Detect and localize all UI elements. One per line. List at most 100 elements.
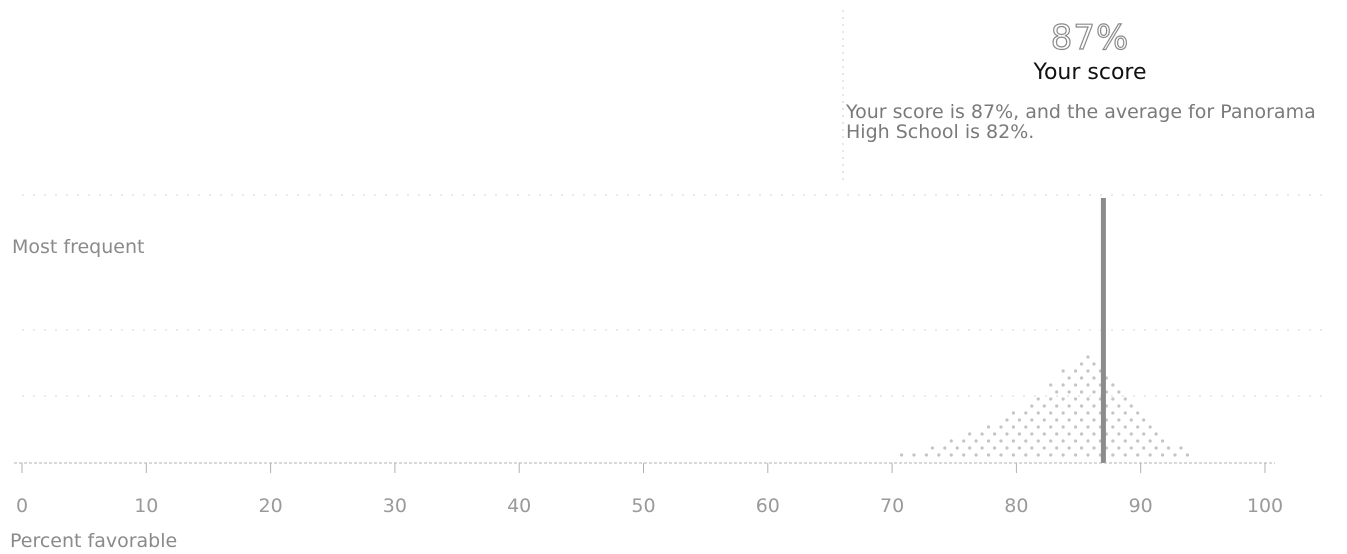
distribution-dot bbox=[1036, 411, 1040, 415]
distribution-dot bbox=[1049, 411, 1053, 415]
distribution-dot bbox=[1086, 453, 1090, 457]
distribution-dot bbox=[1024, 411, 1028, 415]
distribution-dot bbox=[1079, 432, 1084, 436]
distribution-dot bbox=[1086, 397, 1090, 401]
distribution-dot bbox=[1111, 439, 1115, 443]
distribution-dot bbox=[1117, 390, 1121, 394]
distribution-dot bbox=[1017, 446, 1022, 450]
distribution-dot bbox=[1055, 432, 1059, 436]
distribution-dot bbox=[999, 439, 1003, 443]
distribution-dot bbox=[1049, 397, 1053, 401]
distribution-dot bbox=[1061, 383, 1065, 387]
distribution-dot bbox=[1067, 404, 1071, 408]
distribution-dot bbox=[1049, 439, 1053, 443]
score-description: Your score is 87%, and the average for P… bbox=[846, 101, 1316, 143]
distribution-dot bbox=[1067, 446, 1071, 450]
x-tick-label: 30 bbox=[383, 495, 407, 517]
distribution-dot bbox=[1136, 411, 1140, 415]
distribution-dot bbox=[1129, 446, 1133, 450]
x-tick-label: 80 bbox=[1004, 495, 1028, 517]
distribution-dot bbox=[1117, 404, 1121, 408]
distribution-dot bbox=[1005, 432, 1009, 436]
distribution-dot bbox=[1123, 411, 1127, 415]
distribution-dot bbox=[1061, 439, 1065, 443]
distribution-dot bbox=[1160, 453, 1165, 457]
distribution-dot bbox=[1005, 446, 1009, 450]
x-tick-label: 60 bbox=[756, 495, 780, 517]
distribution-dot bbox=[1073, 397, 1078, 401]
distribution-dot bbox=[986, 439, 991, 443]
distribution-dot bbox=[1036, 453, 1040, 457]
distribution-dot bbox=[1086, 383, 1090, 387]
y-axis-label: Most frequent bbox=[12, 236, 145, 258]
distribution-dot bbox=[912, 453, 916, 457]
distribution-dot bbox=[1092, 376, 1096, 380]
distribution-dot bbox=[1049, 383, 1053, 387]
distribution-dot bbox=[999, 453, 1003, 457]
distribution-dot bbox=[992, 446, 997, 450]
distribution-dot bbox=[986, 453, 991, 457]
distribution-dot bbox=[1079, 362, 1084, 366]
distribution-dot bbox=[1055, 446, 1059, 450]
distribution-dot bbox=[1073, 439, 1078, 443]
distribution-dot bbox=[1055, 390, 1059, 394]
x-tick-label: 10 bbox=[134, 495, 158, 517]
distribution-dot bbox=[930, 446, 934, 450]
x-tick-label: 100 bbox=[1247, 495, 1283, 517]
distribution-dot bbox=[980, 446, 984, 450]
distribution-dot bbox=[980, 432, 984, 436]
distribution-dot bbox=[1173, 453, 1177, 457]
distribution-dot bbox=[1111, 453, 1115, 457]
distribution-dot bbox=[1179, 446, 1183, 450]
x-tick-label: 70 bbox=[880, 495, 904, 517]
distribution-dot bbox=[1092, 390, 1096, 394]
distribution-dot bbox=[1166, 446, 1171, 450]
distribution-dot bbox=[1042, 446, 1046, 450]
score-value: 87% bbox=[1050, 17, 1130, 58]
distribution-dot bbox=[1136, 439, 1140, 443]
distribution-dot bbox=[1049, 425, 1053, 429]
distribution-dot bbox=[1036, 397, 1040, 401]
x-tick-label: 20 bbox=[259, 495, 283, 517]
distribution-dot bbox=[1154, 432, 1158, 436]
distribution-dot bbox=[1079, 404, 1084, 408]
distribution-dot bbox=[1073, 383, 1078, 387]
x-tick-label: 40 bbox=[507, 495, 531, 517]
distribution-dot bbox=[924, 453, 928, 457]
distribution-dot bbox=[1086, 425, 1090, 429]
distribution-dot bbox=[1111, 397, 1115, 401]
x-tick-label: 0 bbox=[16, 495, 28, 517]
distribution-dot bbox=[1148, 425, 1152, 429]
distribution-dot bbox=[899, 453, 904, 457]
distribution-dot bbox=[992, 432, 997, 436]
distribution-dot bbox=[943, 446, 947, 450]
distribution-dot bbox=[968, 446, 972, 450]
distribution-dot bbox=[1017, 432, 1022, 436]
distribution-dot bbox=[1061, 369, 1065, 373]
distribution-dot bbox=[962, 439, 966, 443]
distribution-dot bbox=[1092, 404, 1096, 408]
distribution-dot bbox=[1136, 425, 1140, 429]
distribution-dot bbox=[937, 453, 941, 457]
distribution-dot bbox=[1061, 411, 1065, 415]
distribution-dot bbox=[1111, 425, 1115, 429]
distribution-dot bbox=[1073, 453, 1078, 457]
distribution-dot bbox=[1067, 390, 1071, 394]
distribution-dot bbox=[1067, 432, 1071, 436]
distribution-dot bbox=[968, 432, 972, 436]
distribution-dot bbox=[1086, 439, 1090, 443]
distribution-dot bbox=[1073, 425, 1078, 429]
distribution-dot bbox=[1092, 418, 1096, 422]
distribution-dot bbox=[962, 453, 966, 457]
distribution-dot bbox=[1136, 453, 1140, 457]
distribution-dot bbox=[1055, 418, 1059, 422]
distribution-dot bbox=[1024, 425, 1028, 429]
distribution-dot bbox=[1036, 439, 1040, 443]
distribution-dot bbox=[1148, 453, 1152, 457]
distribution-dot bbox=[1024, 439, 1028, 443]
score-label: Your score bbox=[1033, 60, 1147, 85]
distribution-dot bbox=[1079, 390, 1084, 394]
distribution-dot bbox=[1123, 439, 1127, 443]
distribution-dot bbox=[1030, 432, 1034, 436]
